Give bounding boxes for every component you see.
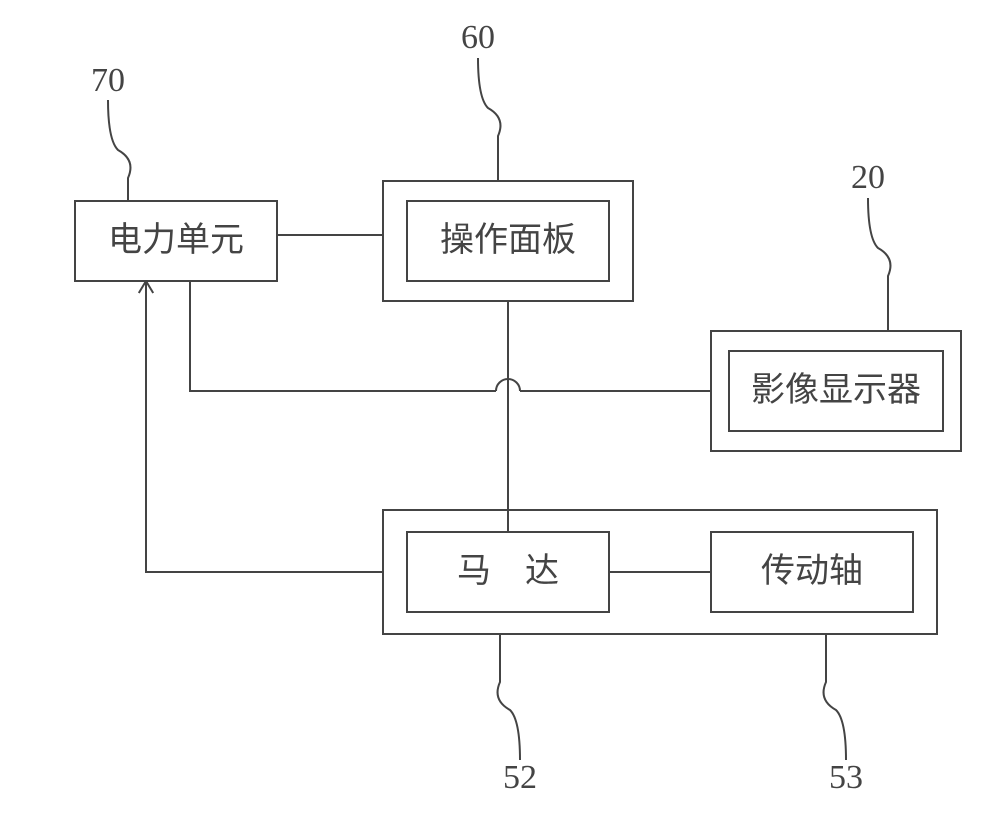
label-drive-shaft: 传动轴	[761, 552, 863, 590]
num-70: 70	[91, 62, 125, 99]
leader-53	[824, 634, 846, 760]
leader-70	[108, 100, 130, 200]
leader-52	[498, 634, 520, 760]
label-power-unit: 电力单元	[108, 221, 244, 259]
num-52: 52	[503, 759, 537, 796]
label-control-panel: 操作面板	[440, 221, 576, 259]
label-motor: 马 达	[457, 553, 559, 590]
conn-feedback-loop	[146, 281, 383, 572]
num-20: 20	[851, 159, 885, 196]
num-60: 60	[461, 19, 495, 56]
label-image-display: 影像显示器	[751, 371, 921, 409]
conn-power-to-display-a	[190, 281, 496, 391]
leader-60	[478, 58, 500, 180]
leader-20	[868, 198, 890, 330]
num-53: 53	[829, 759, 863, 796]
